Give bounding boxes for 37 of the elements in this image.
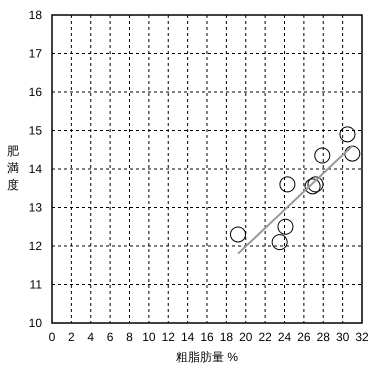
xtick: 0 (48, 330, 56, 344)
ytick: 14 (28, 162, 42, 176)
xtick: 22 (258, 330, 272, 344)
ytick: 16 (28, 85, 42, 99)
xtick: 8 (126, 330, 133, 344)
xtick: 4 (87, 330, 94, 344)
xtick: 32 (355, 330, 369, 344)
xtick: 18 (220, 330, 234, 344)
point (272, 234, 288, 250)
ytick: 18 (28, 8, 42, 22)
xtick: 28 (316, 330, 330, 344)
ytick: 12 (28, 239, 42, 253)
ylabel: 肥満度 (7, 144, 19, 192)
xtick: 12 (162, 330, 175, 344)
ytick: 17 (28, 46, 42, 60)
xtick: 16 (200, 330, 214, 344)
xtick: 20 (239, 330, 252, 344)
point (344, 146, 360, 162)
xlabel: 粗脂肪量 % (176, 350, 238, 364)
point (304, 178, 321, 194)
point (339, 126, 356, 142)
xtick: 26 (297, 330, 311, 344)
point (277, 218, 294, 235)
xtick: 10 (142, 330, 156, 344)
ytick: 13 (28, 200, 42, 214)
xtick: 14 (180, 330, 194, 344)
point (230, 226, 246, 242)
point (308, 176, 324, 192)
ytick: 15 (28, 124, 42, 138)
xtick: 6 (106, 330, 114, 344)
xtick: 24 (278, 330, 292, 344)
point (279, 176, 296, 192)
ytick: 11 (30, 278, 42, 292)
xtick: 2 (68, 330, 75, 344)
ytick: 10 (28, 316, 42, 330)
point (314, 148, 330, 164)
xtick: 30 (336, 330, 350, 344)
